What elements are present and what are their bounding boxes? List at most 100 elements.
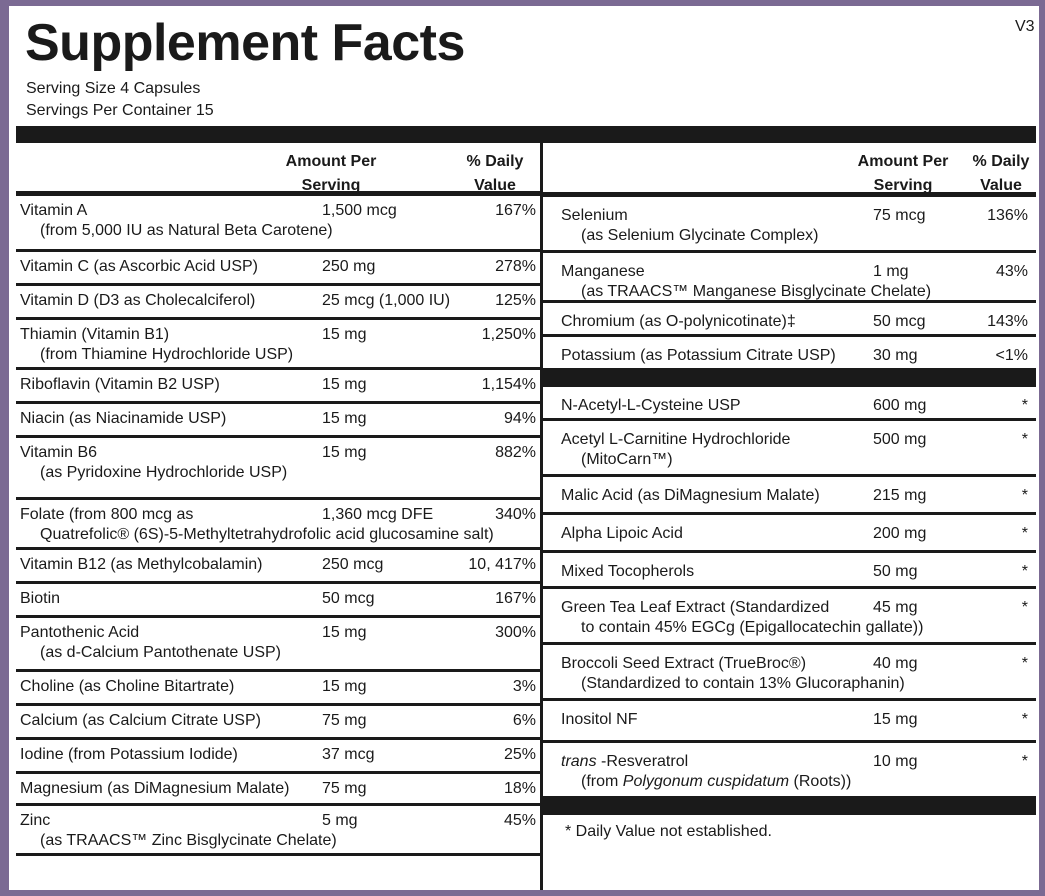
nutrient-row: Niacin (as Niacinamide USP) 15 mg 94%: [16, 404, 540, 438]
nutrient-daily-value: *: [1021, 397, 1028, 414]
footnote: * Daily Value not established.: [565, 823, 772, 840]
nutrient-daily-value: *: [1021, 487, 1028, 504]
nutrient-amount: 75 mg: [322, 780, 367, 797]
nutrient-daily-value: *: [1021, 525, 1028, 542]
nutrient-daily-value: 167%: [495, 590, 536, 607]
nutrient-name: Vitamin D (D3 as Cholecalciferol): [20, 292, 256, 309]
footnote-divider-bar: [543, 799, 1036, 815]
nutrient-name: Thiamin (Vitamin B1): [20, 326, 170, 343]
nutrient-amount: 215 mg: [873, 487, 927, 504]
nutrient-amount: 15 mg: [322, 444, 367, 461]
nutrient-name: Niacin (as Niacinamide USP): [20, 410, 227, 427]
nutrient-amount: 75 mg: [322, 712, 367, 729]
nutrient-name: Manganese: [561, 263, 645, 280]
nutrient-row: Potassium (as Potassium Citrate USP) 30 m…: [543, 337, 1036, 371]
nutrient-amount: 5 mg: [322, 812, 358, 829]
nutrient-row: Acetyl L-Carnitine Hydrochloride (MitoCar…: [543, 421, 1036, 477]
footnote-row: * Daily Value not established.: [543, 815, 1036, 853]
nutrient-amount: 25 mcg (1,000 IU): [322, 292, 451, 309]
left-nutrient-list: Vitamin A (from 5,000 IU as Natural Beta …: [16, 196, 540, 856]
nutrient-name: Mixed Tocopherols: [561, 563, 695, 580]
nutrient-name: Alpha Lipoic Acid: [561, 525, 683, 542]
nutrient-amount: 15 mg: [322, 326, 367, 343]
nutrient-row: Thiamin (Vitamin B1) (from Thiamine Hydro…: [16, 320, 540, 370]
nutrient-row: Riboflavin (Vitamin B2 USP) 15 mg 1,154%: [16, 370, 540, 404]
header-bar: [16, 126, 1036, 143]
nutrient-amount: 200 mg: [873, 525, 927, 542]
nutrient-row: Folate (from 800 mcg as Quatrefolic® (6S)…: [16, 500, 540, 550]
label-title: Supplement Facts: [25, 14, 465, 72]
nutrient-name: Vitamin A: [20, 202, 88, 219]
nutrient-row: Manganese (as TRAACS™ Manganese Bisglycin…: [543, 253, 1036, 303]
nutrient-daily-value: 167%: [495, 202, 536, 219]
nutrient-source: (Standardized to contain 13% Glucoraphan…: [581, 675, 905, 692]
amount-header: Amount Per Serving: [285, 153, 377, 194]
nutrient-daily-value: 278%: [495, 258, 536, 275]
serving-size: Serving Size 4 Capsules: [26, 80, 201, 97]
nutrient-name: Calcium (as Calcium Citrate USP): [20, 712, 261, 729]
nutrient-row: Vitamin B6 (as Pyridoxine Hydrochloride U…: [16, 438, 540, 500]
nutrient-daily-value: *: [1021, 711, 1028, 728]
nutrient-name: Selenium: [561, 207, 628, 224]
servings-per-container: Servings Per Container 15: [26, 102, 214, 119]
nutrient-row: Mixed Tocopherols 50 mg *: [543, 553, 1036, 589]
nutrient-daily-value: 136%: [987, 207, 1028, 224]
nutrient-name: Broccoli Seed Extract (TrueBroc®): [561, 655, 807, 672]
nutrient-name: Chromium (as O-polynicotinate)‡: [561, 313, 796, 330]
nutrient-row: Malic Acid (as DiMagnesium Malate) 215 mg…: [543, 477, 1036, 515]
nutrient-source: (from 5,000 IU as Natural Beta Carotene): [40, 222, 333, 239]
nutrient-source: (as d-Calcium Pantothenate USP): [40, 644, 281, 661]
serving-info: Serving Size 4 Capsules Servings Per Con…: [26, 78, 214, 122]
left-column-header: Amount Per Serving % Daily Value: [16, 143, 540, 196]
nutrient-row: Green Tea Leaf Extract (Standardized to c…: [543, 589, 1036, 645]
nutrient-daily-value: 3%: [512, 678, 536, 695]
right-column: Amount Per Serving % Daily Value Seleniu…: [543, 143, 1036, 853]
nutrient-row: Broccoli Seed Extract (TrueBroc®) (Standa…: [543, 645, 1036, 701]
nutrient-amount: 500 mg: [873, 431, 927, 448]
nutrient-name: Potassium (as Potassium Citrate USP): [561, 347, 836, 364]
nutrient-daily-value: 882%: [495, 444, 536, 461]
nutrient-row: Calcium (as Calcium Citrate USP) 75 mg 6%: [16, 706, 540, 740]
nutrient-daily-value: *: [1021, 563, 1028, 580]
nutrient-amount: 30 mg: [873, 347, 918, 364]
nutrient-name: Magnesium (as DiMagnesium Malate): [20, 780, 290, 797]
amount-header: Amount Per Serving: [857, 153, 949, 194]
nutrient-row: Zinc (as TRAACS™ Zinc Bisglycinate Chelat…: [16, 806, 540, 856]
nutrient-row: Vitamin B12 (as Methylcobalamin) 250 mcg 1…: [16, 550, 540, 584]
daily-value-header: % Daily Value: [466, 153, 524, 194]
nutrient-daily-value: 45%: [503, 812, 536, 829]
nutrient-daily-value: 300%: [495, 624, 536, 641]
column-divider: [540, 143, 543, 890]
nutrient-amount: 250 mcg: [322, 556, 384, 573]
nutrient-amount: 50 mcg: [322, 590, 375, 607]
nutrient-amount: 600 mg: [873, 397, 927, 414]
nutrient-daily-value: *: [1021, 431, 1028, 448]
nutrient-name: Iodine (from Potassium Iodide): [20, 746, 238, 763]
nutrient-amount: 1,500 mcg: [322, 202, 397, 219]
nutrient-row: trans -Resveratrol (from Polygonum cuspid…: [543, 743, 1036, 799]
nutrient-source: Quatrefolic® (6S)-5-Methyltetrahydrofoli…: [40, 526, 494, 543]
nutrient-name: Biotin: [20, 590, 61, 607]
nutrient-amount: 15 mg: [873, 711, 918, 728]
nutrient-daily-value: 1,154%: [481, 376, 536, 393]
nutrient-daily-value: *: [1021, 753, 1028, 770]
nutrient-source: to contain 45% EGCg (Epigallocatechin ga…: [581, 619, 924, 636]
nutrient-daily-value: 1,250%: [481, 326, 536, 343]
nutrient-source: (as Pyridoxine Hydrochloride USP): [40, 464, 288, 481]
nutrient-name: Acetyl L-Carnitine Hydrochloride: [561, 431, 791, 448]
nutrient-source: (as TRAACS™ Zinc Bisglycinate Chelate): [40, 832, 337, 849]
right-column-header: Amount Per Serving % Daily Value: [543, 143, 1036, 197]
nutrient-row: Iodine (from Potassium Iodide) 37 mcg 25%: [16, 740, 540, 774]
nutrient-row: Biotin 50 mcg 167%: [16, 584, 540, 618]
nutrient-name: Malic Acid (as DiMagnesium Malate): [561, 487, 820, 504]
nutrient-row: Chromium (as O-polynicotinate)‡ 50 mcg 143…: [543, 303, 1036, 337]
nutrient-daily-value: *: [1021, 655, 1028, 672]
nutrient-daily-value: 25%: [503, 746, 536, 763]
nutrient-row: Magnesium (as DiMagnesium Malate) 75 mg 18…: [16, 774, 540, 806]
nutrient-daily-value: 94%: [503, 410, 536, 427]
nutrient-amount: 45 mg: [873, 599, 918, 616]
version-code: V3: [1015, 18, 1035, 35]
nutrient-amount: 50 mcg: [873, 313, 926, 330]
nutrient-source: (from Polygonum cuspidatum (Roots)): [581, 773, 852, 790]
nutrient-source: (MitoCarn™): [581, 451, 673, 468]
